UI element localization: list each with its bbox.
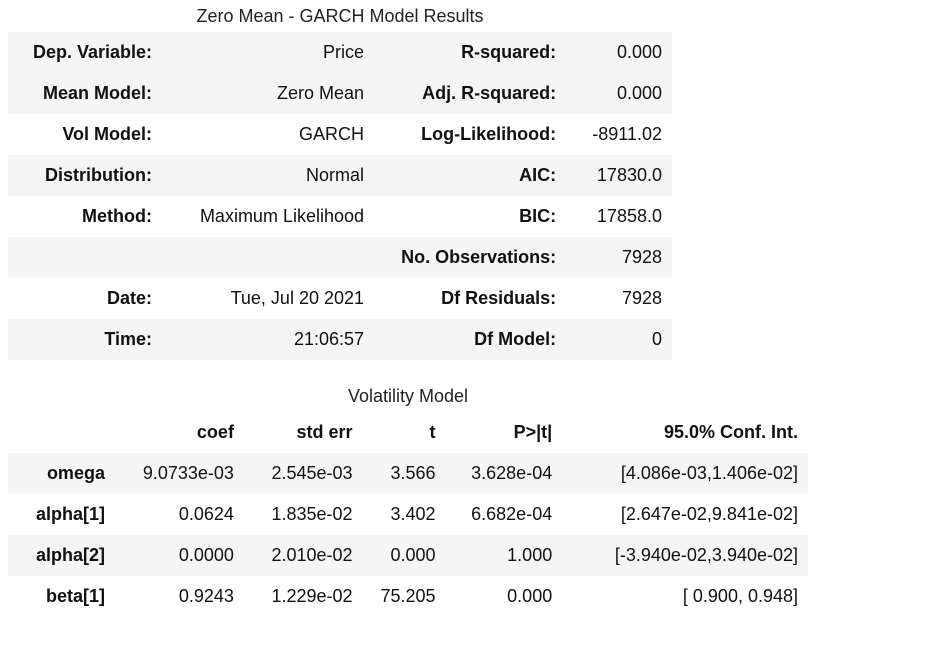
column-header-p-value: P>|t| xyxy=(513,422,553,442)
t-cell: 75.205 xyxy=(380,586,436,606)
summary-row: Vol Model: GARCH Log-Likelihood: -8911.0… xyxy=(8,114,672,155)
summary-label: Df Model: xyxy=(474,329,557,349)
summary-label: Vol Model: xyxy=(62,124,153,144)
summary-label: Dep. Variable: xyxy=(32,42,153,62)
summary-value: 7928 xyxy=(621,247,662,267)
p-value-cell: 3.628e-04 xyxy=(471,463,553,483)
table-row: beta[1] 0.9243 1.229e-02 75.205 0.000 [ … xyxy=(8,576,808,617)
param-name: beta[1] xyxy=(45,586,105,606)
std-err-cell: 2.545e-03 xyxy=(271,463,353,483)
column-header-conf-int: 95.0% Conf. Int. xyxy=(663,422,798,442)
p-value-cell: 0.000 xyxy=(507,586,553,606)
summary-label: AIC: xyxy=(519,165,557,185)
summary-value: Normal xyxy=(306,165,365,185)
summary-label: BIC: xyxy=(519,206,557,226)
t-cell: 0.000 xyxy=(390,545,436,565)
column-header xyxy=(8,412,115,453)
param-name: alpha[2] xyxy=(35,545,105,565)
summary-row: Mean Model: Zero Mean Adj. R-squared: 0.… xyxy=(8,73,672,114)
t-cell: 3.566 xyxy=(390,463,436,483)
table-row: omega 9.0733e-03 2.545e-03 3.566 3.628e-… xyxy=(8,453,808,494)
summary-value: 7928 xyxy=(621,288,662,308)
summary-value xyxy=(162,237,364,278)
summary-label: R-squared: xyxy=(461,42,557,62)
summary-label: No. Observations: xyxy=(401,247,557,267)
summary-label: Time: xyxy=(104,329,153,349)
summary-value: Price xyxy=(323,42,365,62)
table-row: alpha[2] 0.0000 2.010e-02 0.000 1.000 [-… xyxy=(8,535,808,576)
param-name: alpha[1] xyxy=(35,504,105,524)
column-header-t: t xyxy=(429,422,436,442)
volatility-caption: Volatility Model xyxy=(347,386,469,406)
column-header-coef: coef xyxy=(196,422,234,442)
column-header-std-err: std err xyxy=(296,422,353,442)
summary-row: Date: Tue, Jul 20 2021 Df Residuals: 792… xyxy=(8,278,672,319)
summary-label xyxy=(8,237,162,278)
summary-value: -8911.02 xyxy=(592,124,662,144)
summary-value: Maximum Likelihood xyxy=(199,206,365,226)
std-err-cell: 1.229e-02 xyxy=(271,586,353,606)
std-err-cell: 2.010e-02 xyxy=(271,545,353,565)
summary-value: GARCH xyxy=(299,124,365,144)
conf-int-cell: [4.086e-03,1.406e-02] xyxy=(620,463,798,483)
summary-caption: Zero Mean - GARCH Model Results xyxy=(196,6,484,26)
summary-row: Method: Maximum Likelihood BIC: 17858.0 xyxy=(8,196,672,237)
summary-value: 17830.0 xyxy=(596,165,662,185)
table-row: alpha[1] 0.0624 1.835e-02 3.402 6.682e-0… xyxy=(8,494,808,535)
summary-label: Method: xyxy=(82,206,153,226)
conf-int-cell: [-3.940e-02,3.940e-02] xyxy=(614,545,798,565)
p-value-cell: 6.682e-04 xyxy=(471,504,553,524)
summary-value: 0.000 xyxy=(616,42,662,62)
summary-label: Log-Likelihood: xyxy=(421,124,557,144)
summary-row: No. Observations: 7928 xyxy=(8,237,672,278)
p-value-cell: 1.000 xyxy=(507,545,553,565)
summary-label: Adj. R-squared: xyxy=(422,83,557,103)
summary-row: Dep. Variable: Price R-squared: 0.000 xyxy=(8,32,672,73)
summary-label: Distribution: xyxy=(45,165,153,185)
summary-label: Df Residuals: xyxy=(441,288,557,308)
coef-cell: 0.0624 xyxy=(178,504,234,524)
summary-value: Tue, Jul 20 2021 xyxy=(230,288,365,308)
coef-cell: 0.0000 xyxy=(178,545,234,565)
t-cell: 3.402 xyxy=(390,504,436,524)
summary-value: 0.000 xyxy=(616,83,662,103)
conf-int-cell: [2.647e-02,9.841e-02] xyxy=(620,504,798,524)
summary-row: Time: 21:06:57 Df Model: 0 xyxy=(8,319,672,360)
volatility-model-table: coef std err t P>|t| 95.0% Conf. Int. om… xyxy=(8,412,808,617)
summary-value: 17858.0 xyxy=(596,206,662,226)
coef-cell: 0.9243 xyxy=(178,586,234,606)
summary-value: 0 xyxy=(651,329,662,349)
param-name: omega xyxy=(46,463,105,483)
model-summary-table: Dep. Variable: Price R-squared: 0.000 Me… xyxy=(8,32,672,360)
summary-value: Zero Mean xyxy=(276,83,365,103)
std-err-cell: 1.835e-02 xyxy=(271,504,353,524)
summary-row: Distribution: Normal AIC: 17830.0 xyxy=(8,155,672,196)
conf-int-cell: [ 0.900, 0.948] xyxy=(682,586,798,606)
volatility-header-row: coef std err t P>|t| 95.0% Conf. Int. xyxy=(8,412,808,453)
summary-label: Date: xyxy=(107,288,153,308)
summary-label: Mean Model: xyxy=(43,83,153,103)
coef-cell: 9.0733e-03 xyxy=(142,463,234,483)
summary-value: 21:06:57 xyxy=(293,329,365,349)
